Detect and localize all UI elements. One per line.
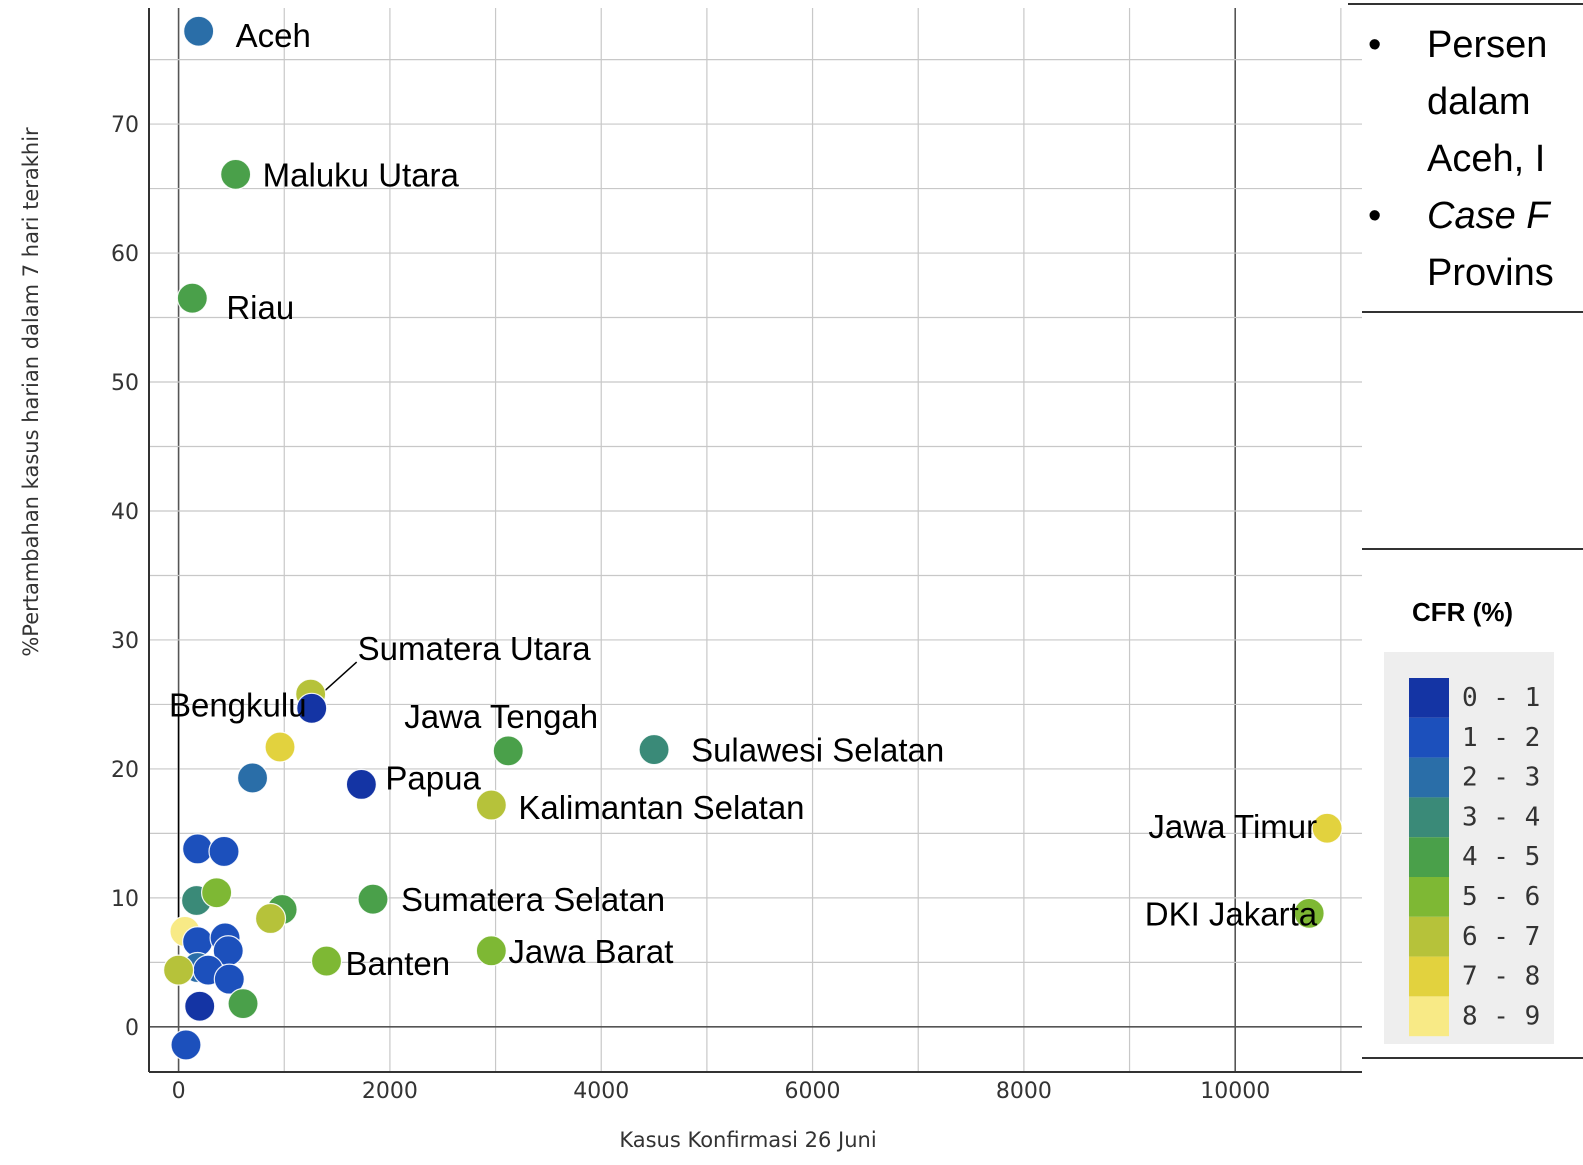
bullet-marker-1: • bbox=[1368, 24, 1381, 66]
x-tick-label: 4000 bbox=[573, 1079, 629, 1104]
label-bengkulu: Bengkulu bbox=[169, 686, 307, 723]
y-tick-label: 60 bbox=[111, 242, 139, 267]
legend-label: 0 - 1 bbox=[1462, 683, 1540, 713]
point-jawa-tengah bbox=[492, 735, 524, 767]
label-jawa-barat: Jawa Barat bbox=[508, 933, 673, 970]
point-aceh bbox=[183, 15, 215, 47]
legend-swatch bbox=[1409, 877, 1449, 917]
label-jawa-timur: Jawa Timur bbox=[1148, 808, 1317, 845]
data-point bbox=[182, 833, 214, 865]
legend-swatch bbox=[1409, 916, 1449, 957]
bullet-marker-2: • bbox=[1368, 195, 1381, 237]
label-dki-jakarta: DKI Jakarta bbox=[1145, 895, 1318, 932]
x-tick-label: 2000 bbox=[362, 1079, 418, 1104]
point-papua bbox=[345, 768, 377, 800]
y-tick-label: 50 bbox=[111, 371, 139, 396]
legend-label: 4 - 5 bbox=[1462, 842, 1540, 872]
tick-labels: 0 2000 4000 6000 8000 10000 0 10 20 30 40 50 60 70 bbox=[111, 113, 1270, 1104]
data-point bbox=[254, 902, 287, 935]
legend-swatch bbox=[1409, 837, 1449, 877]
y-axis-title: %Pertambahan kasus harian dalam 7 hari t… bbox=[19, 127, 43, 657]
data-point bbox=[184, 990, 216, 1022]
data-points bbox=[162, 15, 1343, 1061]
legend-label: 5 - 6 bbox=[1462, 882, 1540, 912]
label-sumatera-utara: Sumatera Utara bbox=[358, 630, 592, 667]
side-text-panel: • Persen dalam Aceh, I • Case F Provins bbox=[1348, 3, 1583, 1059]
bullet-1-line-1: Persen bbox=[1427, 24, 1547, 66]
point-jawa-barat bbox=[475, 935, 507, 967]
data-point bbox=[213, 963, 245, 995]
data-point bbox=[227, 988, 259, 1020]
label-riau: Riau bbox=[226, 289, 294, 326]
data-point bbox=[236, 762, 269, 794]
legend-swatch bbox=[1409, 996, 1449, 1037]
legend-label: 3 - 4 bbox=[1462, 802, 1540, 832]
data-point bbox=[264, 731, 296, 763]
grid bbox=[149, 8, 1362, 1072]
x-tick-label: 0 bbox=[172, 1079, 186, 1104]
label-papua: Papua bbox=[385, 759, 481, 796]
x-tick-label: 10000 bbox=[1200, 1079, 1270, 1104]
legend-title: CFR (%) bbox=[1412, 597, 1513, 627]
x-tick-label: 6000 bbox=[785, 1079, 841, 1104]
x-axis-title: Kasus Konfirmasi 26 Juni bbox=[619, 1128, 876, 1152]
data-point bbox=[208, 835, 240, 868]
bullet-1-line-2: dalam bbox=[1427, 81, 1531, 123]
y-tick-label: 40 bbox=[111, 500, 139, 525]
legend-label: 7 - 8 bbox=[1462, 962, 1540, 992]
legend-label: 6 - 7 bbox=[1462, 922, 1540, 952]
legend-swatch bbox=[1409, 717, 1449, 758]
y-tick-label: 70 bbox=[111, 113, 139, 138]
legend-swatch bbox=[1409, 678, 1449, 718]
legend-swatch bbox=[1409, 797, 1449, 838]
x-tick-label: 8000 bbox=[996, 1079, 1052, 1104]
label-banten: Banten bbox=[346, 945, 451, 982]
label-maluku-utara: Maluku Utara bbox=[263, 156, 460, 193]
point-jawa-timur bbox=[1311, 812, 1343, 844]
point-labels: Aceh Maluku Utara Riau Sumatera Utara Bengku… bbox=[169, 17, 1318, 982]
point-riau bbox=[176, 282, 208, 314]
point-banten bbox=[310, 945, 343, 977]
point-dki-jakarta bbox=[1293, 897, 1325, 929]
legend-label: 2 - 3 bbox=[1462, 763, 1540, 793]
bullet-2-line-1: Case F bbox=[1427, 195, 1551, 237]
label-sulawesi-selatan: Sulawesi Selatan bbox=[691, 732, 944, 769]
legend-swatch bbox=[1409, 757, 1449, 798]
axes bbox=[148, 8, 1362, 1073]
legend-swatch bbox=[1409, 956, 1449, 997]
label-jawa-tengah: Jawa Tengah bbox=[404, 698, 598, 735]
point-maluku-utara bbox=[220, 158, 252, 190]
y-tick-label: 30 bbox=[111, 629, 139, 654]
bullet-1-line-3: Aceh, I bbox=[1427, 138, 1545, 180]
legend-label: 8 - 9 bbox=[1462, 1001, 1540, 1031]
data-point bbox=[170, 1029, 202, 1061]
label-kalimantan-selatan: Kalimantan Selatan bbox=[518, 789, 804, 826]
point-bengkulu bbox=[296, 692, 328, 724]
data-point bbox=[162, 954, 195, 986]
point-kalimantan-selatan bbox=[475, 789, 507, 821]
point-sumatera-selatan bbox=[357, 883, 389, 915]
label-aceh: Aceh bbox=[236, 17, 311, 54]
legend: CFR (%) 0 - 1 1 - 2 2 - 3 3 - 4 4 - 5 5 - 6 6 … bbox=[1384, 597, 1554, 1044]
point-sulawesi-selatan bbox=[638, 733, 670, 766]
bullet-2-line-2: Provins bbox=[1427, 252, 1554, 294]
data-point bbox=[201, 877, 233, 909]
legend-entries: 0 - 1 1 - 2 2 - 3 3 - 4 4 - 5 5 - 6 6 - 7 7 - 8… bbox=[1409, 678, 1540, 1037]
y-tick-label: 20 bbox=[111, 758, 139, 783]
y-tick-label: 10 bbox=[111, 887, 139, 912]
legend-label: 1 - 2 bbox=[1462, 723, 1540, 753]
y-tick-label: 0 bbox=[125, 1016, 139, 1041]
label-sumatera-selatan: Sumatera Selatan bbox=[401, 881, 665, 918]
